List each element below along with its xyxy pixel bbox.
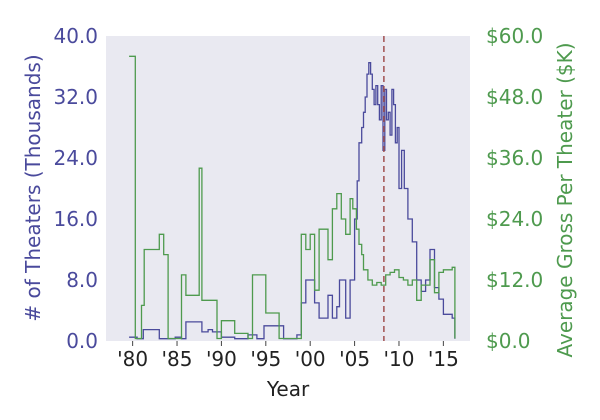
series-line-left-axis (129, 62, 456, 340)
series-layer (129, 55, 456, 340)
right-y-axis-ticks: $0.0 $12.0 $24.0 $36.0 $48.0 $60.0 (486, 24, 543, 353)
left-y-tick-label: 16.0 (53, 207, 98, 231)
right-y-axis-label: Average Gross Per Theater ($K) (553, 42, 577, 357)
right-y-tick-label: $36.0 (486, 146, 543, 170)
right-y-tick-label: $12.0 (486, 268, 543, 292)
right-y-tick-label: $48.0 (486, 85, 543, 109)
left-y-axis-ticks: 0.0 8.0 16.0 24.0 32.0 40.0 (53, 24, 98, 353)
right-y-tick-label: $0.0 (486, 329, 531, 353)
x-tick-label: '05 (339, 347, 370, 371)
left-y-tick-label: 8.0 (66, 268, 98, 292)
left-y-tick-label: 0.0 (66, 329, 98, 353)
right-y-tick-label: $24.0 (486, 207, 543, 231)
x-tick-label: '90 (206, 347, 237, 371)
x-axis-ticks: '80 '85 '90 '95 '00 '05 '10 '15 (117, 341, 459, 371)
x-tick-label: '95 (250, 347, 281, 371)
left-y-tick-label: 32.0 (53, 85, 98, 109)
series-line-right-axis (129, 55, 456, 340)
left-y-tick-label: 24.0 (53, 146, 98, 170)
right-y-tick-label: $60.0 (486, 24, 543, 48)
x-tick-label: '10 (383, 347, 414, 371)
x-tick-label: '00 (295, 347, 326, 371)
x-axis-label: Year (266, 377, 310, 401)
x-tick-label: '15 (428, 347, 459, 371)
left-y-axis-label: # of Theaters (Thousands) (21, 54, 45, 321)
left-y-tick-label: 40.0 (53, 24, 98, 48)
x-tick-label: '85 (162, 347, 193, 371)
x-tick-label: '80 (117, 347, 148, 371)
plot-area (106, 36, 470, 341)
